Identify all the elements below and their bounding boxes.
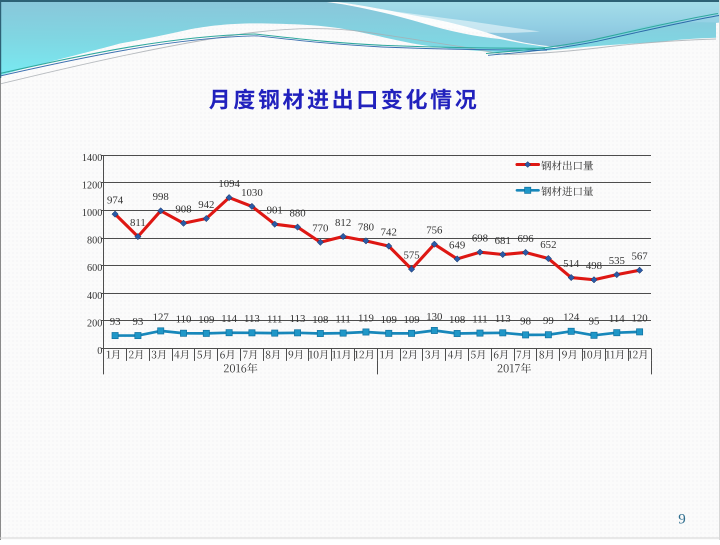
svg-text:111: 111 [267, 314, 282, 326]
svg-text:120: 120 [631, 312, 647, 324]
svg-text:108: 108 [312, 314, 328, 326]
svg-text:114: 114 [609, 313, 625, 325]
svg-text:93: 93 [110, 316, 121, 328]
svg-text:812: 812 [335, 217, 351, 229]
svg-text:9: 9 [678, 512, 686, 528]
svg-text:113: 113 [290, 313, 306, 325]
svg-text:1400: 1400 [82, 153, 102, 164]
svg-text:908: 908 [175, 204, 191, 216]
svg-text:974: 974 [107, 195, 124, 207]
svg-text:652: 652 [540, 239, 556, 251]
svg-text:113: 113 [495, 313, 511, 325]
svg-text:698: 698 [472, 233, 488, 245]
svg-text:111: 111 [472, 314, 487, 326]
svg-text:119: 119 [358, 312, 374, 324]
svg-text:649: 649 [449, 239, 465, 251]
svg-text:1094: 1094 [218, 178, 240, 190]
svg-text:109: 109 [403, 314, 419, 326]
svg-text:770: 770 [312, 223, 328, 235]
svg-text:108: 108 [449, 314, 465, 326]
svg-text:109: 109 [198, 314, 214, 326]
svg-text:98: 98 [520, 315, 531, 327]
svg-text:1030: 1030 [241, 187, 263, 199]
svg-text:0: 0 [97, 346, 102, 357]
svg-text:780: 780 [358, 221, 374, 233]
svg-text:880: 880 [289, 207, 305, 219]
svg-text:600: 600 [87, 263, 102, 274]
svg-text:811: 811 [130, 217, 146, 229]
svg-text:130: 130 [426, 311, 442, 323]
svg-text:696: 696 [517, 233, 534, 245]
svg-text:567: 567 [631, 251, 648, 263]
svg-text:901: 901 [267, 205, 283, 217]
svg-text:114: 114 [221, 313, 237, 325]
svg-text:400: 400 [87, 291, 102, 302]
svg-text:111: 111 [335, 314, 350, 326]
svg-text:95: 95 [589, 316, 600, 328]
svg-text:535: 535 [609, 255, 625, 267]
svg-text:93: 93 [133, 316, 144, 328]
svg-text:800: 800 [87, 236, 102, 247]
svg-text:756: 756 [426, 225, 443, 237]
svg-text:998: 998 [153, 191, 169, 203]
svg-text:113: 113 [244, 313, 260, 325]
svg-text:99: 99 [543, 315, 554, 327]
svg-text:1200: 1200 [82, 180, 102, 191]
svg-text:200: 200 [87, 318, 102, 329]
svg-text:124: 124 [563, 312, 580, 324]
svg-text:127: 127 [153, 311, 170, 323]
svg-text:681: 681 [495, 235, 511, 247]
svg-text:109: 109 [381, 314, 397, 326]
svg-text:1000: 1000 [82, 208, 102, 219]
svg-text:575: 575 [403, 250, 419, 262]
svg-text:110: 110 [176, 314, 192, 326]
svg-text:742: 742 [381, 227, 397, 239]
svg-text:498: 498 [586, 260, 602, 272]
svg-text:942: 942 [198, 199, 214, 211]
svg-text:514: 514 [563, 258, 580, 270]
